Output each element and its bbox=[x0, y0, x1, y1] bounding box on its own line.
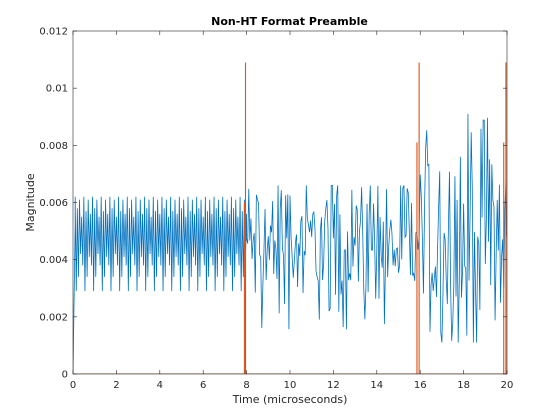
x-tick-label: 12 bbox=[327, 380, 340, 391]
x-axis-title: Time (microseconds) bbox=[232, 393, 348, 406]
y-axis-title: Magnitude bbox=[24, 173, 37, 232]
y-tick-label: 0.004 bbox=[39, 255, 68, 266]
y-tick-label: 0.008 bbox=[39, 141, 68, 152]
data-layer bbox=[73, 62, 507, 374]
x-tick-label: 10 bbox=[284, 380, 297, 391]
chart-title: Non-HT Format Preamble bbox=[211, 15, 368, 28]
x-tick-label: 14 bbox=[370, 380, 383, 391]
x-tick-label: 16 bbox=[414, 380, 427, 391]
y-tick-label: 0.002 bbox=[39, 312, 68, 323]
x-tick-label: 6 bbox=[200, 380, 206, 391]
y-tick-label: 0.006 bbox=[39, 198, 68, 209]
waveform-line bbox=[73, 113, 507, 374]
x-tick-label: 8 bbox=[243, 380, 249, 391]
x-tick-label: 20 bbox=[501, 380, 514, 391]
ticks-layer: 0 2 4 6 8 10 12 14 16 18 20 0 0.002 0.004 0.006 0.008 0.… bbox=[39, 27, 513, 392]
x-tick-label: 0 bbox=[70, 380, 76, 391]
x-tick-label: 2 bbox=[113, 380, 119, 391]
y-tick-label: 0 bbox=[62, 370, 68, 381]
y-tick-label: 0.01 bbox=[46, 84, 68, 95]
y-tick-label: 0.012 bbox=[39, 27, 68, 38]
x-tick-label: 4 bbox=[157, 380, 163, 391]
x-tick-label: 18 bbox=[457, 380, 470, 391]
